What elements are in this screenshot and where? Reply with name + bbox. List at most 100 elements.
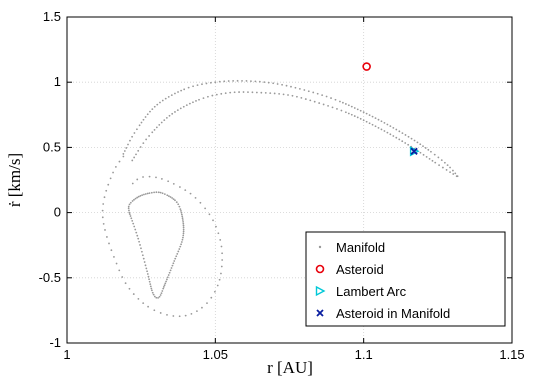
manifold-point <box>416 141 419 144</box>
manifold-point <box>368 114 371 117</box>
manifold-point <box>128 203 131 206</box>
manifold-point <box>147 275 150 278</box>
manifold-point <box>166 276 169 279</box>
manifold-point <box>401 140 404 143</box>
manifold-point <box>383 130 386 132</box>
manifold-point <box>195 100 197 102</box>
manifold-point <box>172 198 175 201</box>
manifold-point <box>135 231 138 234</box>
manifold-point <box>134 197 137 200</box>
manifold-point <box>132 293 135 295</box>
manifold-point <box>221 252 224 255</box>
manifold-point <box>105 189 108 192</box>
manifold-point <box>103 196 106 199</box>
manifold-point <box>389 125 392 128</box>
manifold-point <box>131 219 134 222</box>
manifold-point <box>264 92 267 94</box>
manifold-point <box>359 117 362 120</box>
manifold-point <box>208 213 211 216</box>
manifold-point <box>386 131 389 134</box>
manifold-point <box>189 192 192 195</box>
manifold-point <box>180 209 182 212</box>
manifold-point <box>158 124 161 126</box>
manifold-point <box>136 178 139 181</box>
manifold-point <box>165 117 168 119</box>
manifold-point <box>133 198 135 201</box>
manifold-point <box>179 107 182 110</box>
manifold-point <box>215 225 217 228</box>
manifold-point <box>304 98 307 100</box>
manifold-point <box>162 287 165 290</box>
manifold-point <box>452 169 454 172</box>
manifold-point <box>183 88 186 91</box>
manifold-point <box>146 273 149 275</box>
manifold-point <box>144 193 147 195</box>
manifold-point <box>101 209 104 212</box>
manifold-point <box>159 191 162 194</box>
manifold-point <box>148 280 151 283</box>
manifold-point <box>174 199 176 202</box>
manifold-point <box>190 312 193 315</box>
manifold-point <box>129 139 131 142</box>
y-tick-label: 1 <box>54 74 61 89</box>
manifold-point <box>139 146 142 148</box>
manifold-point <box>344 103 347 105</box>
manifold-point <box>419 151 422 154</box>
manifold-point <box>128 213 131 216</box>
x-tick-label: 1.15 <box>499 347 524 362</box>
manifold-point <box>182 220 185 223</box>
legend-label-asteroid-in-manifold: Asteroid in Manifold <box>336 306 450 321</box>
manifold-point <box>300 96 303 99</box>
manifold-point <box>290 85 292 88</box>
manifold-point <box>353 115 356 117</box>
manifold-point <box>224 92 227 95</box>
manifold-point <box>158 295 161 298</box>
manifold-point <box>127 207 130 210</box>
manifold-point <box>407 135 410 138</box>
manifold-point <box>163 284 166 287</box>
manifold-point <box>125 147 128 149</box>
manifold-point <box>167 180 170 183</box>
manifold-point <box>330 97 332 99</box>
manifold-point <box>422 153 425 156</box>
manifold-point <box>347 104 350 107</box>
manifold-point <box>213 290 216 293</box>
manifold-point <box>140 121 143 124</box>
manifold-point <box>136 128 138 131</box>
manifold-point <box>133 132 136 134</box>
manifold-point <box>114 166 117 168</box>
manifold-point <box>291 94 294 97</box>
manifold-point <box>216 284 219 287</box>
manifold-point <box>263 81 266 84</box>
manifold-point <box>212 219 214 222</box>
manifold-point <box>210 296 213 299</box>
manifold-point <box>139 194 142 197</box>
manifold-point <box>149 110 151 113</box>
manifold-point <box>258 80 261 83</box>
manifold-point <box>137 237 140 240</box>
manifold-point <box>440 159 443 162</box>
manifold-point <box>245 80 248 82</box>
manifold-point <box>179 208 182 211</box>
manifold-point <box>287 94 289 96</box>
manifold-point <box>182 226 185 229</box>
manifold-point <box>233 91 236 94</box>
manifold-point <box>238 91 240 93</box>
manifold-point <box>171 264 174 267</box>
manifold-point <box>422 145 424 147</box>
manifold-point <box>446 164 449 167</box>
manifold-point <box>161 192 164 195</box>
manifold-point <box>251 91 254 94</box>
manifold-point <box>164 282 167 285</box>
manifold-point <box>176 109 179 112</box>
manifold-point <box>431 159 434 162</box>
manifold-point <box>157 191 160 194</box>
manifold-point <box>167 274 170 276</box>
manifold-point <box>166 194 169 197</box>
manifold-point <box>318 102 321 104</box>
manifold-point <box>182 105 185 108</box>
manifold-point <box>215 93 218 96</box>
manifold-point <box>184 189 187 191</box>
manifold-point <box>180 211 183 214</box>
manifold-point <box>219 239 222 241</box>
